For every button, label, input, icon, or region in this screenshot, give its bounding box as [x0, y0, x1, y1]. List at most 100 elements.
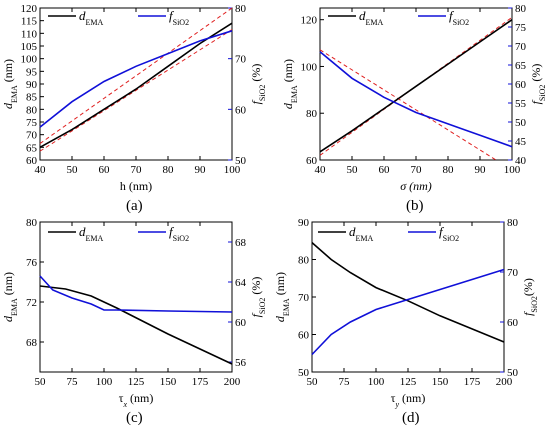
panel-b-xlabel: σ (nm) — [400, 179, 432, 193]
panel-a-series-dEMA — [39, 22, 233, 149]
panel-d-xtick-label: 75 — [339, 376, 351, 388]
panel-d-ytick-right-label: 70 — [507, 267, 519, 279]
panel-c-legend-label: dEMA — [79, 224, 104, 243]
panel-b-ytick-right-label: 45 — [515, 136, 527, 148]
panel-a-xtick-label: 60 — [99, 164, 111, 176]
panel-label-c: (c) — [126, 410, 143, 426]
panel-c-xtick-label: 175 — [192, 376, 209, 388]
panel-b-ytick-right-label: 80 — [515, 3, 527, 15]
panel-c-ytick-left-label: 80 — [26, 217, 38, 229]
panel-c-ylabel-left: dEMA (nm) — [1, 272, 19, 322]
panel-b-ylabel-left: dEMA (nm) — [281, 59, 299, 109]
panel-a-ytick-right-label: 80 — [235, 3, 247, 15]
panel-a-fit-line — [39, 29, 233, 152]
panel-a-ytick-right-label: 70 — [235, 54, 247, 66]
panel-d-series-fSiO2 — [311, 268, 505, 356]
panel-a-ytick-left-label: 80 — [26, 104, 38, 116]
panel-b-xtick-label: 50 — [347, 164, 359, 176]
panel-d-legend-label: fSiO2 — [439, 224, 459, 243]
panel-b-ytick-left-label: 60 — [306, 155, 318, 167]
panel-d-ytick-left-label: 50 — [298, 367, 310, 379]
panel-b-chart: 40 50 60 70 80 90 100 60 80 100 120 40 45 50 55 60 65 70 7… — [281, 3, 547, 193]
panel-label-d: (d) — [402, 410, 420, 426]
panel-a-ytick-left-label: 115 — [21, 16, 38, 28]
panel-b-ytick-right-label: 75 — [515, 22, 527, 34]
panel-d-ylabel-right: fSiO2(%) — [521, 278, 539, 316]
panel-b-xtick-label: 60 — [379, 164, 391, 176]
panel-a-plot-frame — [39, 7, 233, 161]
panel-a-ytick-left-label: 90 — [26, 79, 38, 91]
panel-label-a: (a) — [126, 198, 143, 214]
panel-b-ytick-right-label: 65 — [515, 60, 527, 72]
panel-b-ytick-left-label: 100 — [301, 61, 318, 73]
panel-d-xtick-label: 150 — [432, 376, 449, 388]
panel-b-ytick-left-label: 80 — [306, 108, 318, 120]
panel-d-ytick-left-label: 90 — [298, 217, 310, 229]
panel-a-ytick-left-label: 120 — [21, 3, 38, 15]
panel-a-ylabel-right: fSiO2 (%) — [249, 64, 267, 105]
panel-d-plot-frame — [311, 221, 505, 373]
panel-b-series-fSiO2 — [319, 51, 513, 148]
panel-label-b: (b) — [406, 198, 424, 214]
panel-c-legend-label: fSiO2 — [169, 224, 189, 243]
panel-a-xtick-label: 90 — [195, 164, 207, 176]
panel-c-ytick-left-label: 72 — [26, 297, 37, 309]
panel-c-xtick-label: 100 — [96, 376, 113, 388]
panel-c-xtick-label: 50 — [35, 376, 47, 388]
panel-a-legend-label: dEMA — [79, 8, 104, 27]
panel-a-xtick-label: 100 — [224, 164, 241, 176]
panel-d-ytick-left-label: 70 — [298, 292, 310, 304]
panel-a-ytick-left-label: 60 — [26, 155, 38, 167]
panel-d-ytick-left-label: 60 — [298, 330, 310, 342]
panel-d-ylabel-left: dEMA (nm) — [273, 272, 291, 322]
panel-b-ytick-right-label: 55 — [515, 98, 527, 110]
panel-a-ytick-left-label: 105 — [21, 41, 38, 53]
panel-d-ytick-left-label: 80 — [298, 255, 310, 267]
panel-c-ytick-left-label: 68 — [26, 337, 38, 349]
panel-b-series-dEMA — [319, 19, 513, 153]
panel-a-ytick-left-label: 100 — [21, 54, 38, 66]
panel-c-series-dEMA — [39, 285, 233, 365]
panel-c-xtick-label: 125 — [128, 376, 145, 388]
panel-b-xtick-label: 80 — [443, 164, 455, 176]
panel-a-xtick-label: 70 — [131, 164, 143, 176]
panel-a-legend-label: fSiO2 — [169, 8, 189, 27]
panel-d-ytick-right-label: 80 — [507, 217, 519, 229]
panel-b-xtick-label: 100 — [504, 164, 521, 176]
panel-c-ytick-right-label: 68 — [235, 237, 247, 249]
panel-a-series-fSiO2 — [39, 30, 233, 128]
panel-b-legend-label: fSiO2 — [449, 8, 469, 27]
panel-d-xtick-label: 100 — [368, 376, 385, 388]
panel-a-ytick-left-label: 70 — [26, 130, 38, 142]
panel-a-xtick-label: 50 — [67, 164, 79, 176]
panel-a-xtick-label: 40 — [35, 164, 47, 176]
panel-c-ytick-right-label: 60 — [235, 317, 247, 329]
panel-c-series-fSiO2 — [39, 275, 233, 313]
panel-b-legend-label: dEMA — [359, 8, 384, 27]
panel-c-ytick-left-label: 76 — [26, 257, 38, 269]
panel-a-ytick-left-label: 110 — [21, 28, 38, 40]
panel-b-xtick-label: 40 — [315, 164, 327, 176]
panel-b-xtick-label: 70 — [411, 164, 423, 176]
panel-c-xtick-label: 75 — [67, 376, 79, 388]
panel-d-xlabel: τy (nm) — [391, 391, 426, 409]
panel-b-xtick-label: 90 — [475, 164, 487, 176]
panel-b-ytick-left-label: 120 — [301, 15, 318, 27]
panel-c-ylabel-right: fSiO2 (%) — [249, 277, 267, 318]
panel-b-ylabel-right: fSiO2 (%) — [529, 64, 547, 105]
panel-b-fit-line — [319, 49, 497, 161]
panel-a-xtick-label: 80 — [163, 164, 175, 176]
panel-b-ytick-right-label: 70 — [515, 41, 527, 53]
panel-a-ytick-right-label: 60 — [235, 104, 247, 116]
panel-c-xlabel: τx (nm) — [119, 391, 154, 409]
panel-b-ytick-right-label: 60 — [515, 79, 527, 91]
panel-d-chart: 50 75 100 125 150 175 200506070809050607080τy … — [273, 217, 539, 409]
panel-d-xtick-label: 200 — [496, 376, 513, 388]
panel-a-ytick-left-label: 65 — [26, 142, 38, 154]
panel-d-series-dEMA — [311, 241, 505, 343]
panel-a-chart: 40 50 60 70 80 90 1006065707580859095100105110… — [1, 3, 267, 193]
panel-d-xtick-label: 125 — [400, 376, 417, 388]
panel-d-xtick-label: 175 — [464, 376, 481, 388]
panel-a-ytick-right-label: 50 — [235, 155, 247, 167]
